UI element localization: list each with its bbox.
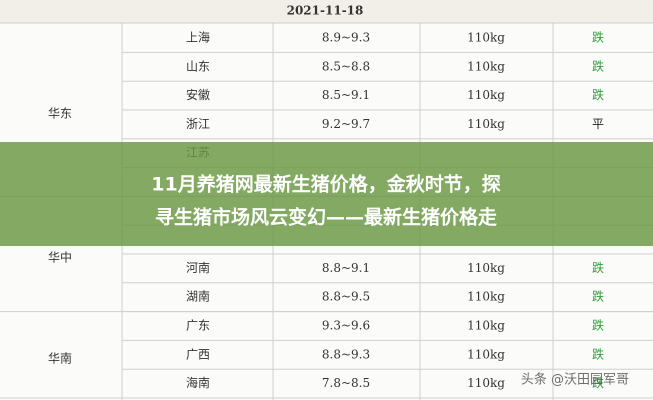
province-cell: 浙江 [186,117,210,131]
weight-cell: 110kg [467,347,505,361]
province-cell: 湖南 [186,289,210,304]
region-label: 华东 [48,107,72,121]
weight-cell: 110kg [467,319,505,333]
watermark: 头条 @沃田园军哥 [521,372,629,388]
weight-cell: 110kg [467,117,505,131]
weight-cell: 110kg [467,261,505,275]
trend-cell: 跌 [592,58,604,73]
province-cell: 河南 [186,260,210,275]
price-cell: 8.5~8.8 [322,59,370,73]
price-cell: 8.9~9.3 [322,31,370,45]
trend-cell: 跌 [592,30,604,45]
weight-cell: 110kg [467,31,505,45]
weight-cell: 110kg [467,376,505,390]
trend-cell: 跌 [592,318,604,333]
province-cell: 上海 [186,30,210,45]
header-date: 2021-11-18 [287,4,364,18]
price-cell: 8.8~9.5 [322,290,370,304]
price-cell: 8.5~9.1 [322,88,370,102]
price-cell: 9.2~9.7 [322,117,370,131]
banner-line: 11月养猪网最新生猪价格，金秋时节，探 [151,173,500,196]
price-cell: 8.8~9.3 [322,347,370,361]
province-cell: 安徽 [186,87,210,102]
trend-cell: 跌 [592,87,604,102]
price-cell: 9.3~9.6 [322,319,370,333]
banner-line: 寻生猪市场风云变幻——最新生猪价格走 [155,206,497,229]
trend-cell: 跌 [592,260,604,275]
trend-cell: 跌 [592,289,604,304]
province-cell: 广西 [186,347,210,361]
banner-bg [0,142,653,246]
province-cell: 山东 [186,59,210,73]
price-cell: 8.8~9.1 [322,261,370,275]
trend-cell: 跌 [592,346,604,361]
price-cell: 7.8~8.5 [322,376,370,390]
province-cell: 广东 [186,319,210,333]
region-label: 华中 [48,250,72,265]
weight-cell: 110kg [467,59,505,73]
trend-cell: 跌 [592,375,604,390]
header-bg [0,0,653,23]
province-cell: 海南 [186,375,210,390]
region-label: 华南 [48,350,72,365]
weight-cell: 110kg [467,88,505,102]
trend-cell: 平 [592,117,604,131]
weight-cell: 110kg [467,290,505,304]
